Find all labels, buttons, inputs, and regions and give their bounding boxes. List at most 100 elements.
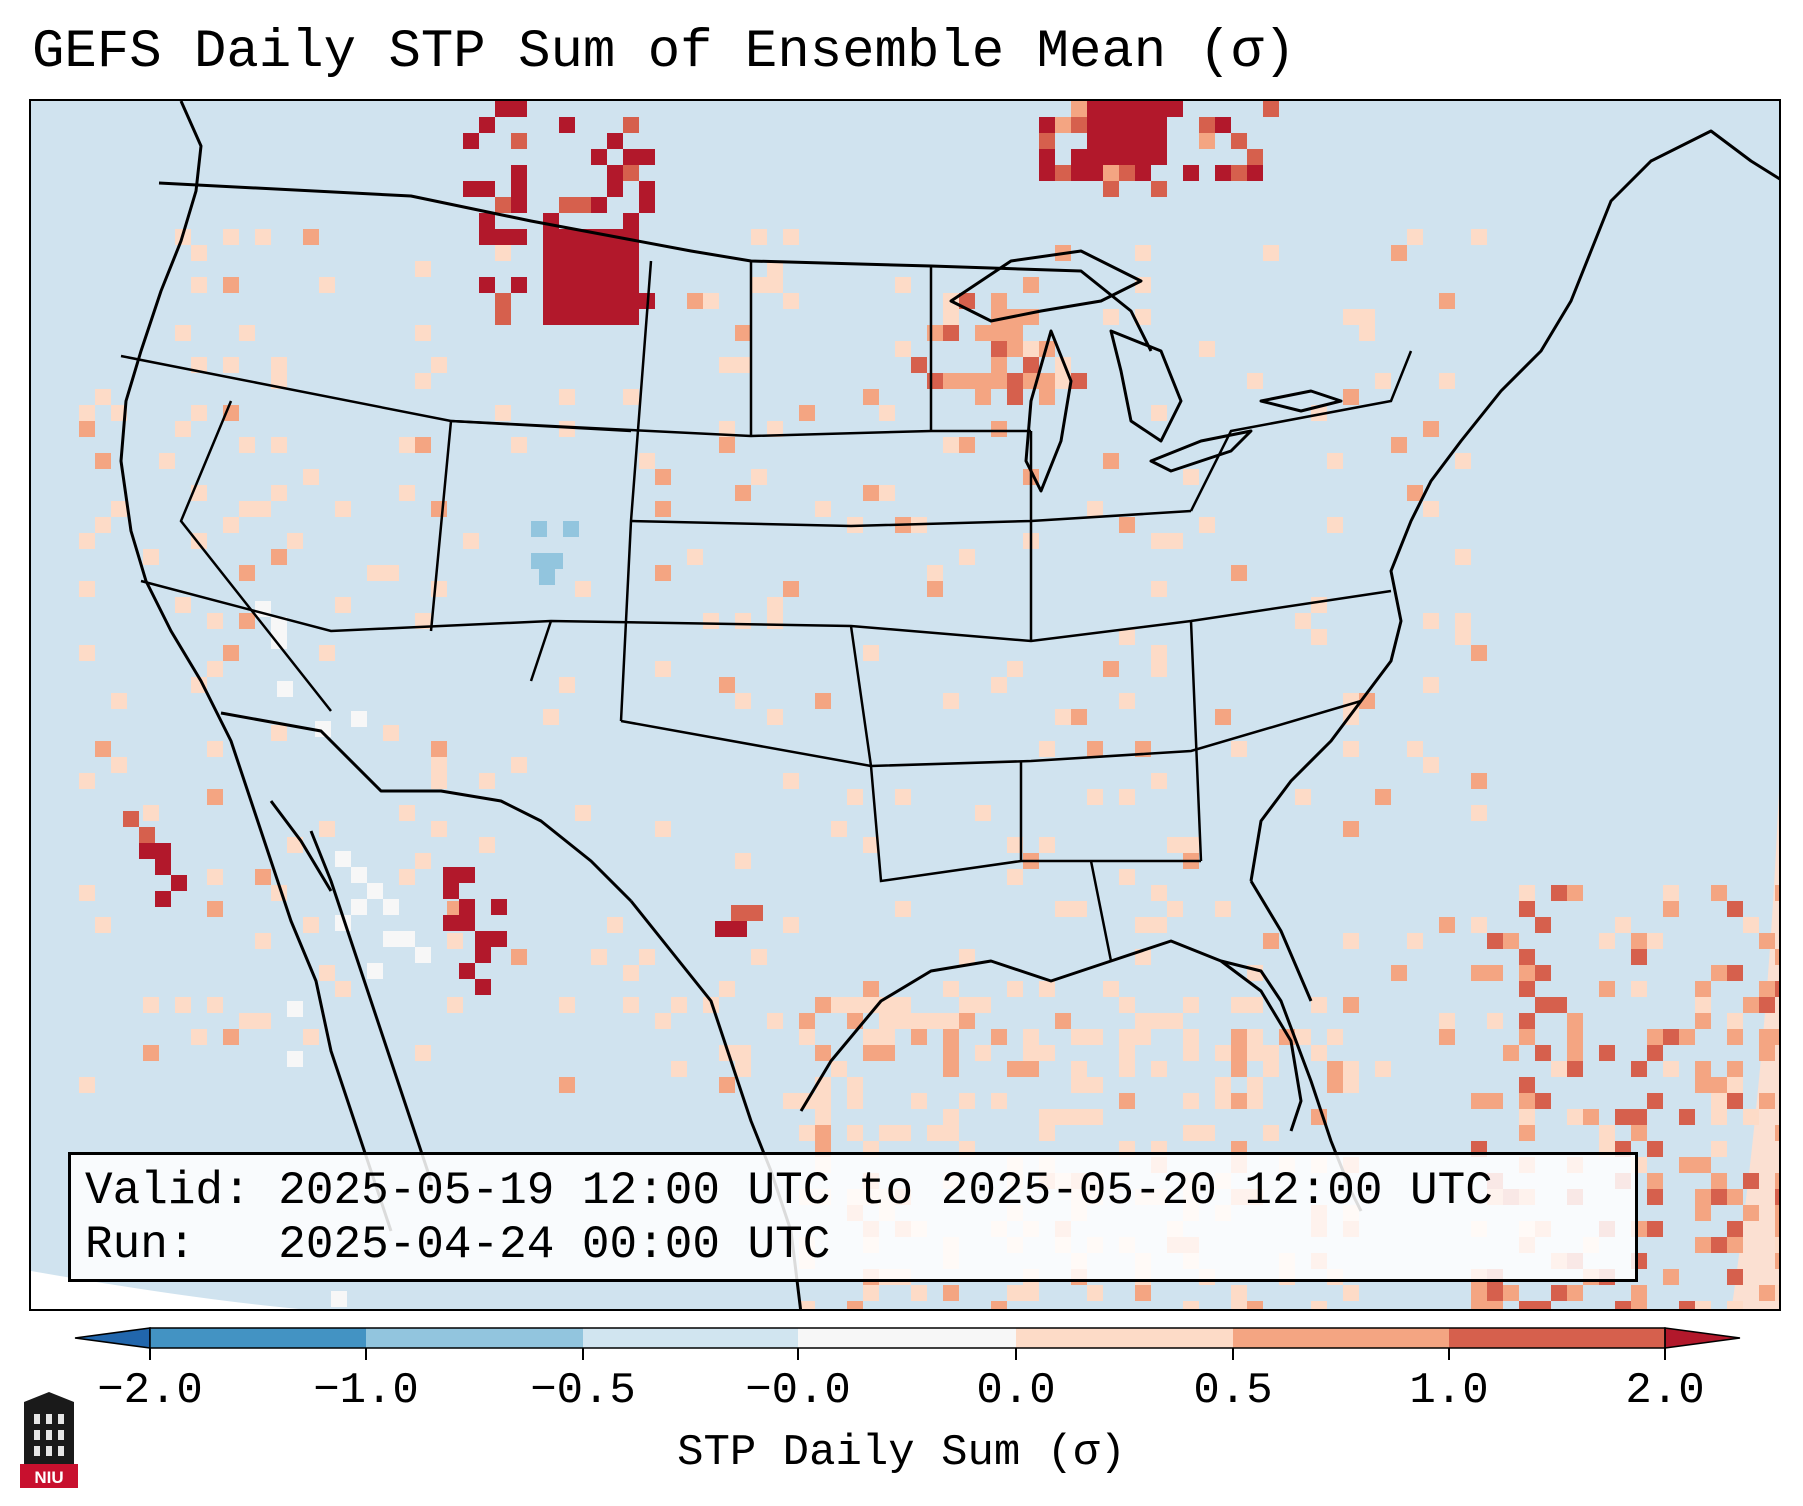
anomaly-cell — [847, 1125, 863, 1141]
anomaly-cell — [1247, 1301, 1263, 1309]
anomaly-cell — [1007, 341, 1023, 357]
anomaly-cell — [1567, 1029, 1583, 1045]
anomaly-cell — [1391, 965, 1407, 981]
anomaly-cell — [1119, 101, 1135, 117]
anomaly-cell — [1599, 1125, 1615, 1141]
anomaly-cell — [223, 277, 239, 293]
anomaly-cell — [415, 613, 431, 629]
anomaly-cell — [319, 965, 335, 981]
anomaly-cell — [303, 229, 319, 245]
anomaly-cell — [171, 875, 187, 891]
anomaly-cell — [1327, 453, 1343, 469]
anomaly-cell — [399, 437, 415, 453]
anomaly-cell — [1103, 309, 1119, 325]
anomaly-cell — [1343, 1077, 1359, 1093]
anomaly-cell — [191, 405, 207, 421]
anomaly-cell — [399, 805, 415, 821]
anomaly-cell — [731, 921, 747, 937]
anomaly-cell — [1055, 709, 1071, 725]
anomaly-cell — [607, 293, 623, 309]
anomaly-cell — [459, 915, 475, 931]
anomaly-cell — [1151, 917, 1167, 933]
anomaly-cell — [623, 149, 639, 165]
anomaly-cell — [1567, 1061, 1583, 1077]
anomaly-cell — [415, 1045, 431, 1061]
anomaly-cell — [1039, 373, 1055, 389]
anomaly-cell — [863, 981, 879, 997]
lake-erie — [1149, 429, 1253, 473]
anomaly-cell — [79, 1077, 95, 1093]
anomaly-cell — [959, 997, 975, 1013]
anomaly-cell — [863, 837, 879, 853]
anomaly-cell — [1183, 1301, 1199, 1309]
anomaly-cell — [1039, 149, 1055, 165]
anomaly-cell — [1087, 117, 1103, 133]
anomaly-cell — [1519, 949, 1535, 965]
anomaly-cell — [1247, 1029, 1263, 1045]
anomaly-cell — [559, 997, 575, 1013]
anomaly-cell — [559, 309, 575, 325]
anomaly-cell — [479, 117, 495, 133]
anomaly-cell — [1055, 165, 1071, 181]
anomaly-cell — [1231, 165, 1247, 181]
anomaly-cell — [1759, 997, 1775, 1013]
anomaly-cell — [1103, 101, 1119, 117]
anomaly-cell — [431, 741, 447, 757]
anomaly-cell — [1007, 373, 1023, 389]
anomaly-cell — [1151, 533, 1167, 549]
anomaly-cell — [1135, 149, 1151, 165]
anomaly-cell — [271, 373, 287, 389]
anomaly-cell — [735, 853, 751, 869]
anomaly-cell — [943, 693, 959, 709]
anomaly-cell — [1727, 1269, 1743, 1285]
anomaly-cell — [1119, 789, 1135, 805]
anomaly-cell — [1263, 101, 1279, 117]
anomaly-cell — [159, 453, 175, 469]
anomaly-cell — [559, 117, 575, 133]
anomaly-cell — [1119, 149, 1135, 165]
anomaly-cell — [927, 373, 943, 389]
anomaly-cell — [927, 1125, 943, 1141]
anomaly-cell — [1711, 1237, 1727, 1253]
anomaly-cell — [847, 1013, 863, 1029]
anomaly-cell — [1775, 1253, 1779, 1269]
anomaly-cell — [1247, 165, 1263, 181]
anomaly-cell — [575, 309, 591, 325]
anomaly-cell — [863, 485, 879, 501]
anomaly-cell — [1391, 437, 1407, 453]
anomaly-cell — [475, 931, 491, 947]
anomaly-cell — [751, 949, 767, 965]
anomaly-cell — [1263, 1061, 1279, 1077]
anomaly-cell — [1007, 869, 1023, 885]
anomaly-cell — [1023, 1061, 1039, 1077]
anomaly-cell — [1231, 997, 1247, 1013]
anomaly-cell — [1711, 885, 1727, 901]
anomaly-cell — [1039, 133, 1055, 149]
anomaly-cell — [1695, 1237, 1711, 1253]
anomaly-cell — [1759, 981, 1775, 997]
anomaly-cell — [1775, 981, 1779, 997]
valid-time: 2025-05-19 12:00 UTC to 2025-05-20 12:00… — [278, 1165, 1493, 1217]
anomaly-cell — [1535, 1045, 1551, 1061]
anomaly-cell — [1679, 1157, 1695, 1173]
anomaly-cell — [815, 1109, 831, 1125]
anomaly-cell — [1071, 1061, 1087, 1077]
anomaly-cell — [991, 677, 1007, 693]
anomaly-cell — [383, 725, 399, 741]
anomaly-cell — [1151, 133, 1167, 149]
anomaly-cell — [1743, 1173, 1759, 1189]
anomaly-cell — [255, 229, 271, 245]
valid-run-info-box: Valid: 2025-05-19 12:00 UTC to 2025-05-2… — [68, 1152, 1638, 1282]
anomaly-cell — [639, 149, 655, 165]
anomaly-cell — [79, 885, 95, 901]
anomaly-cell — [1775, 885, 1779, 901]
anomaly-cell — [735, 1061, 751, 1077]
anomaly-cell — [1151, 101, 1167, 117]
anomaly-cell — [1311, 997, 1327, 1013]
anomaly-cell — [1183, 1029, 1199, 1045]
anomaly-grid — [79, 101, 1779, 1309]
anomaly-cell — [1615, 1301, 1631, 1309]
anomaly-cell — [1071, 901, 1087, 917]
anomaly-cell — [1519, 901, 1535, 917]
anomaly-cell — [735, 693, 751, 709]
